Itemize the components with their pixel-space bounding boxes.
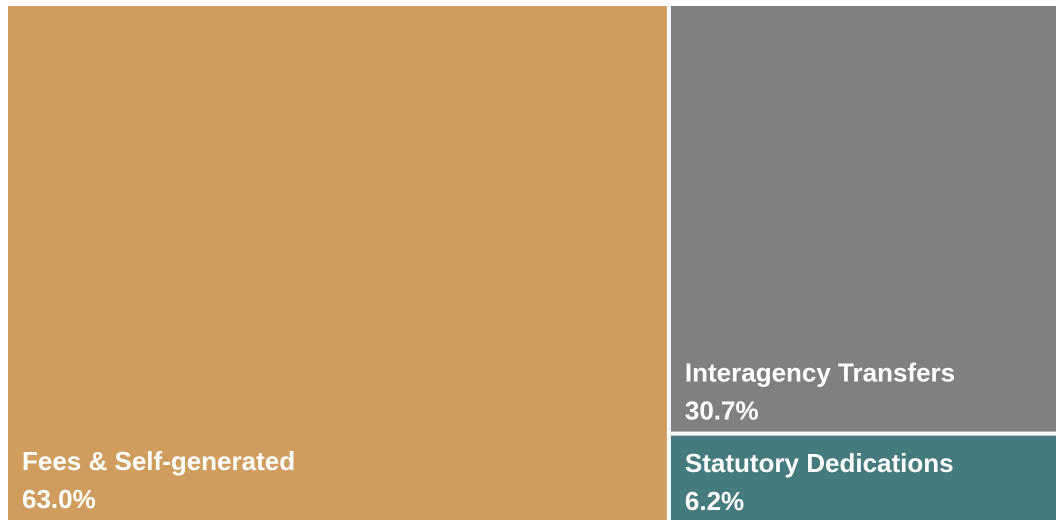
treemap-tile: [670, 6, 1056, 432]
tile-value-label: 30.7%: [685, 396, 759, 426]
tile-value-label: 6.2%: [685, 486, 744, 516]
tile-label: Interagency Transfers: [685, 358, 955, 388]
tile-label: Fees & Self-generated: [22, 446, 295, 476]
tile-label: Statutory Dedications: [685, 448, 954, 478]
tile-value-label: 63.0%: [22, 484, 96, 514]
treemap-tile: [8, 6, 667, 520]
treemap-tile: [670, 435, 1056, 520]
